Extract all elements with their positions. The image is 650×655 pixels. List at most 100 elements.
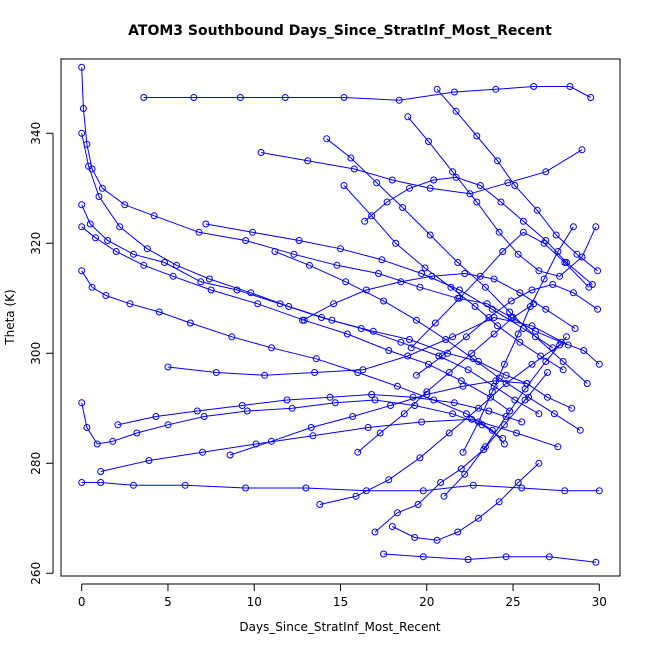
data-point — [368, 391, 376, 398]
data-point — [594, 267, 602, 275]
data-point — [519, 228, 527, 236]
y-axis-label: Theta (K) — [3, 289, 17, 345]
data-point — [395, 96, 403, 104]
data-point — [500, 421, 508, 429]
data-point — [461, 270, 469, 277]
data-point — [462, 333, 470, 341]
data-point — [169, 272, 177, 280]
data-point — [483, 300, 491, 308]
data-point — [309, 432, 317, 440]
data-point — [475, 418, 482, 426]
data-point — [507, 297, 515, 305]
data-point — [488, 305, 496, 313]
data-point — [497, 198, 505, 206]
data-point — [78, 129, 86, 137]
data-point — [459, 448, 467, 456]
data-point — [532, 333, 539, 341]
data-point — [295, 237, 303, 244]
data-point — [276, 300, 284, 308]
data-point — [592, 223, 600, 231]
data-point — [568, 404, 576, 412]
data-point — [397, 338, 405, 346]
series-line-29 — [416, 283, 598, 376]
data-point — [247, 289, 255, 297]
series-line-18 — [167, 316, 569, 376]
data-point — [343, 330, 351, 338]
data-point — [445, 369, 453, 376]
data-point — [528, 286, 536, 294]
data-point — [530, 83, 538, 90]
data-point — [533, 206, 541, 214]
series-line-23 — [326, 138, 588, 384]
data-point — [330, 300, 338, 308]
plot-frame — [60, 58, 621, 577]
data-point — [506, 407, 514, 415]
series-line-24 — [392, 462, 540, 541]
series-line-4 — [81, 226, 510, 412]
data-point — [368, 212, 376, 220]
data-point — [485, 314, 493, 321]
data-point — [549, 281, 557, 288]
data-point — [442, 336, 450, 343]
data-point — [481, 283, 489, 291]
data-point — [193, 407, 201, 415]
data-point — [426, 184, 434, 192]
data-point — [511, 182, 519, 189]
data-point — [281, 94, 289, 101]
data-point — [268, 437, 275, 445]
data-point — [500, 360, 508, 368]
data-point — [412, 316, 420, 324]
data-point — [190, 94, 198, 101]
data-point — [97, 479, 105, 486]
data-point — [437, 479, 445, 486]
data-point — [563, 259, 570, 266]
series-line-7 — [81, 482, 600, 492]
data-point — [452, 173, 460, 181]
data-point — [406, 184, 413, 192]
data-point — [385, 347, 393, 354]
data-point — [468, 415, 476, 423]
data-point — [285, 303, 293, 310]
data-point — [573, 250, 581, 258]
series-line-17 — [436, 88, 598, 272]
data-point — [537, 352, 545, 360]
data-point — [502, 371, 510, 379]
series-line-2 — [81, 133, 572, 409]
data-point — [357, 325, 365, 332]
data-point — [506, 308, 514, 316]
data-point — [569, 289, 577, 297]
data-point — [88, 283, 96, 291]
data-point — [418, 418, 426, 426]
data-point — [542, 237, 550, 244]
data-point — [305, 261, 313, 269]
data-point — [409, 393, 417, 401]
data-point — [588, 281, 596, 288]
data-point — [425, 138, 432, 145]
data-point — [378, 256, 386, 264]
data-point — [407, 344, 415, 352]
data-point — [140, 94, 148, 101]
plot-points — [78, 63, 603, 566]
data-point — [78, 201, 86, 209]
data-point — [525, 393, 533, 401]
data-point — [461, 470, 469, 478]
data-point — [499, 435, 507, 442]
data-point — [494, 322, 501, 330]
data-point — [340, 94, 348, 101]
series-line-25 — [462, 226, 574, 453]
data-point — [347, 154, 355, 162]
series-line-30 — [443, 336, 567, 497]
data-point — [242, 484, 250, 492]
data-point — [116, 223, 124, 231]
data-point — [449, 410, 457, 418]
y-tick-label: 260 — [29, 562, 43, 585]
data-point — [326, 393, 334, 401]
data-point — [283, 396, 291, 404]
data-point — [466, 190, 474, 198]
data-point — [79, 105, 87, 112]
data-point — [418, 270, 426, 277]
data-point — [212, 369, 220, 376]
data-point — [164, 363, 172, 371]
data-point — [226, 451, 234, 459]
